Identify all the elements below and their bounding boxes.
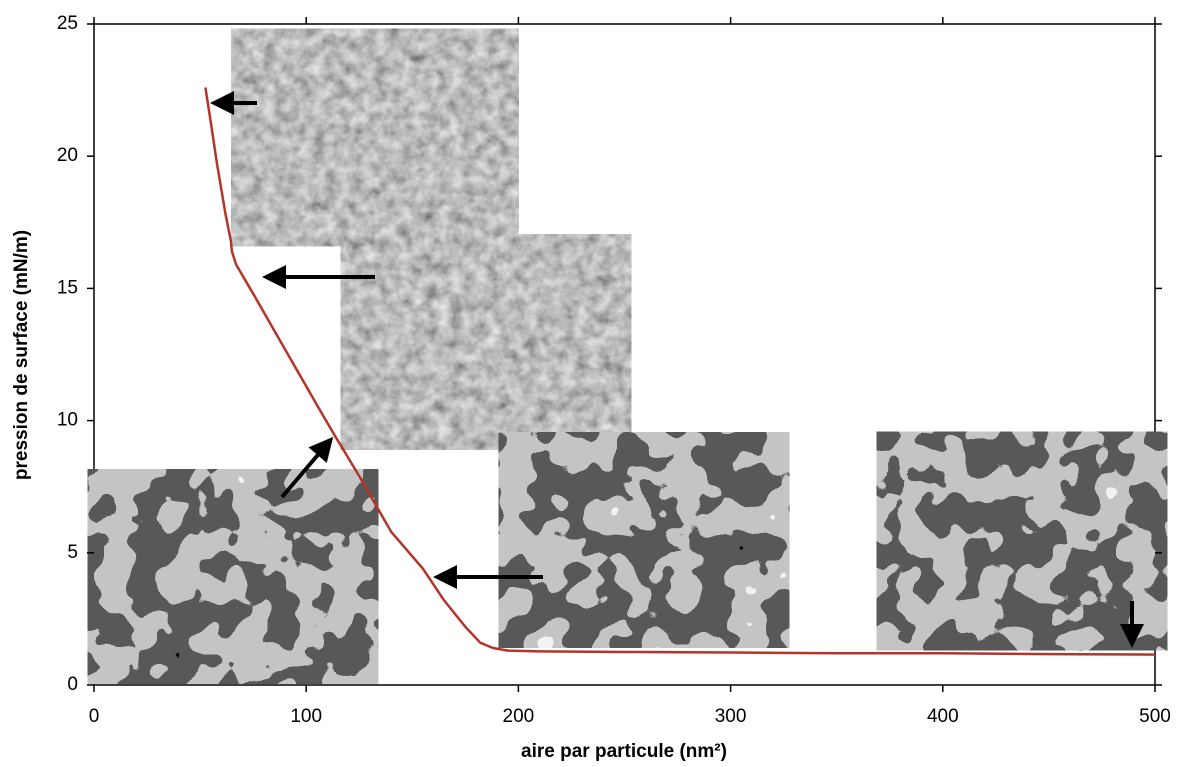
insets <box>112 47 1143 666</box>
micrograph <box>901 450 1143 632</box>
plot-frame <box>93 23 1156 686</box>
data-line <box>204 87 1156 656</box>
micrograph <box>365 252 607 432</box>
y-tick-label: 5 <box>67 542 78 563</box>
y-axis-title: pression de surface (mN/m) <box>11 230 32 480</box>
x-tick-label: 400 <box>927 706 959 727</box>
x-axis-title: aire par particule (nm²) <box>521 741 727 762</box>
y-tick-label: 10 <box>57 410 78 431</box>
y-tick-label: 15 <box>57 277 78 298</box>
arrow <box>280 436 334 499</box>
x-tick-label: 0 <box>89 706 100 727</box>
arrows <box>210 91 1144 648</box>
micrograph <box>255 47 495 228</box>
micrograph <box>523 450 765 630</box>
x-tick-label: 500 <box>1139 706 1171 727</box>
x-tick-label: 100 <box>290 706 322 727</box>
y-tick-label: 0 <box>67 674 78 695</box>
y-tick-label: 25 <box>57 13 78 34</box>
y-tick-label: 20 <box>57 145 78 166</box>
x-tick-label: 300 <box>715 706 747 727</box>
x-tick-label: 200 <box>503 706 535 727</box>
micrograph <box>112 487 354 666</box>
